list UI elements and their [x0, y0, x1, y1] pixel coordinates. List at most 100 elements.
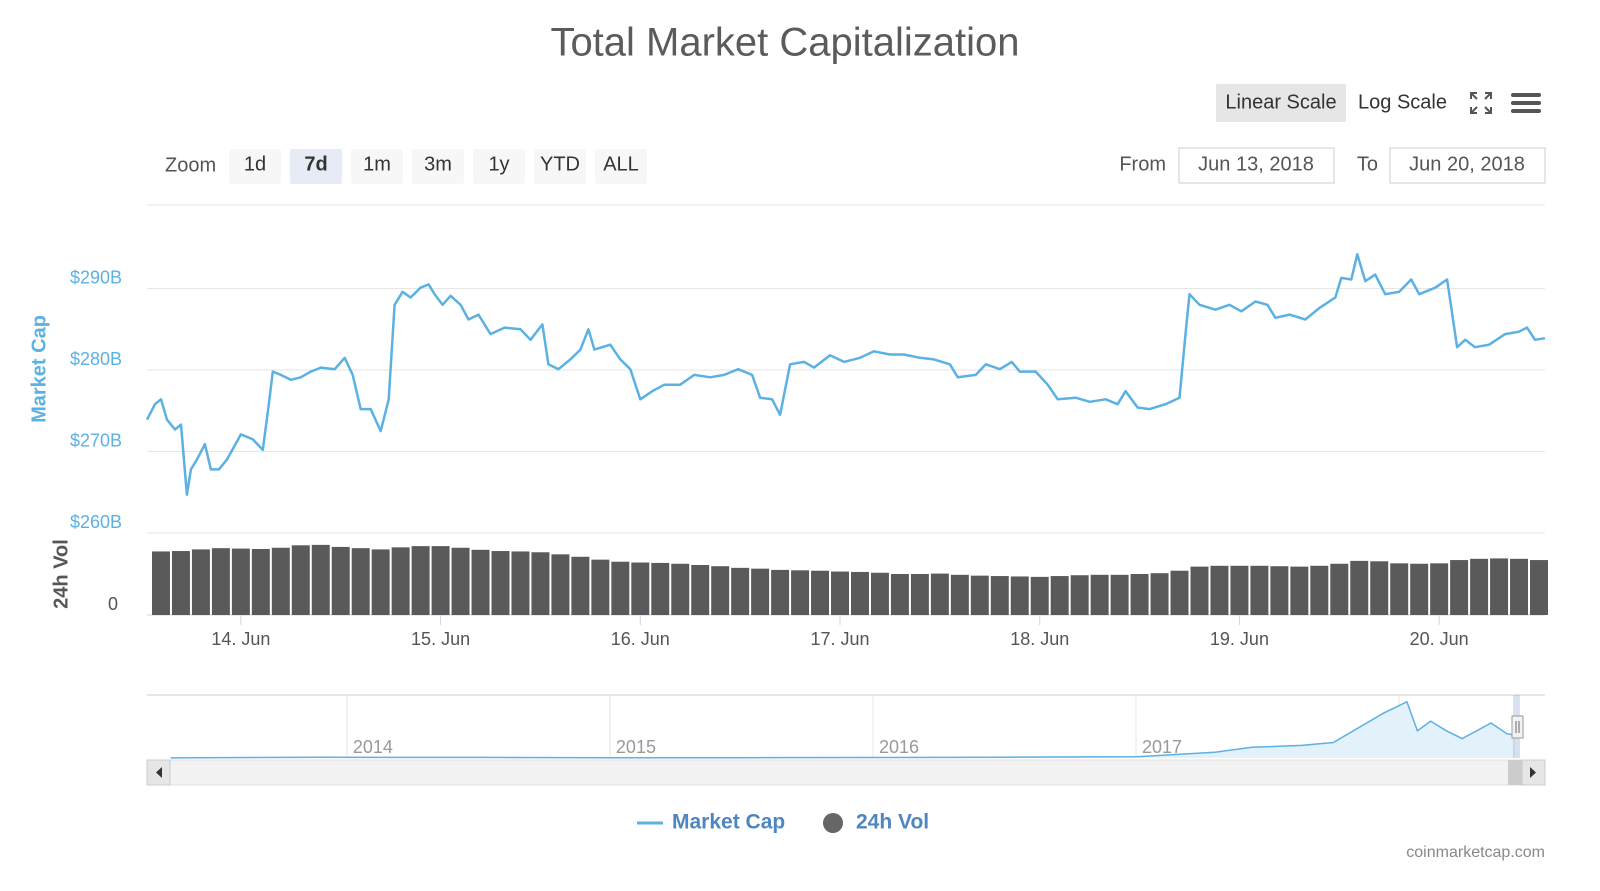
volume-bar	[211, 548, 230, 615]
volume-bar	[811, 570, 830, 615]
scrollbar-thumb[interactable]	[1508, 760, 1522, 785]
volume-bar	[751, 568, 770, 615]
volume-bar	[1330, 563, 1349, 615]
volume-bar	[551, 554, 570, 615]
scale-button[interactable]	[1350, 84, 1455, 122]
zoom-button[interactable]	[534, 149, 586, 184]
volume-bar	[451, 547, 470, 615]
volume-bar	[151, 551, 170, 615]
volume-bar	[351, 548, 370, 615]
arrow-icon	[1530, 767, 1536, 778]
volume-bar	[1450, 560, 1469, 615]
volume-bar	[850, 571, 869, 615]
zoom-button[interactable]	[412, 149, 464, 184]
zoom-button[interactable]	[290, 149, 342, 184]
volume-bar	[391, 547, 410, 615]
navigator-tick-label: 2017	[1142, 737, 1182, 757]
zoom-button-label: 7d	[304, 153, 327, 175]
zoom-button[interactable]	[473, 149, 525, 184]
chart-title: Total Market Capitalization	[550, 21, 1019, 65]
volume-bar	[471, 549, 490, 615]
fullscreen-button[interactable]	[1470, 92, 1492, 114]
volume-bar	[1390, 563, 1409, 615]
volume-bar	[1170, 570, 1189, 615]
volume-bar	[291, 545, 310, 615]
x-tick-label: 18. Jun	[1010, 629, 1069, 649]
volume-bar	[431, 546, 450, 615]
scale-button-label: Log Scale	[1358, 91, 1447, 113]
zoom-button-label: YTD	[540, 153, 580, 175]
volume-bar	[1310, 565, 1329, 615]
volume-bar	[1090, 574, 1109, 615]
legend-label[interactable]: 24h Vol	[856, 811, 929, 834]
zoom-button-label: ALL	[603, 153, 639, 175]
volume-bar	[1490, 558, 1509, 615]
legend-label[interactable]: Market Cap	[672, 811, 785, 834]
navigator-tick-label: 2016	[879, 737, 919, 757]
from-input[interactable]	[1178, 147, 1335, 184]
volume-bar	[271, 547, 290, 615]
zoom-label: Zoom	[165, 154, 216, 176]
zoom-button-label: 1m	[363, 153, 391, 175]
volume-bar	[771, 569, 790, 615]
volume-bar	[231, 548, 250, 615]
volume-bar	[711, 566, 730, 615]
volume-bar	[990, 576, 1009, 615]
volume-bar	[511, 551, 530, 615]
zoom-button[interactable]	[229, 149, 281, 184]
volume-bar	[611, 561, 630, 615]
menu-button[interactable]	[1511, 93, 1541, 113]
volume-bar	[1270, 566, 1289, 615]
zoom-button[interactable]	[351, 149, 403, 184]
volume-bar	[731, 567, 750, 615]
volume-bar	[970, 575, 989, 615]
y-tick-label: $270B	[70, 430, 122, 450]
y-tick-label: $290B	[70, 267, 122, 287]
volume-bar	[331, 546, 350, 615]
volume-bar	[531, 552, 550, 615]
volume-bar	[910, 574, 929, 615]
volume-bar	[571, 556, 590, 615]
volume-bar	[311, 544, 330, 615]
navigator-area	[170, 701, 1515, 758]
volume-bar	[1290, 566, 1309, 615]
x-tick-label: 17. Jun	[810, 629, 869, 649]
y-tick-label: $260B	[70, 512, 122, 532]
volume-bar	[1530, 560, 1548, 615]
zoom-button[interactable]	[595, 149, 647, 184]
arrow-icon	[156, 767, 162, 778]
volume-bar	[1050, 576, 1069, 615]
y2-axis-title: 24h Vol	[50, 539, 72, 609]
from-value: Jun 13, 2018	[1198, 153, 1314, 175]
volume-bar	[1070, 575, 1089, 615]
volume-bar	[1470, 558, 1489, 615]
volume-bar	[1370, 561, 1389, 615]
volume-bar	[591, 559, 610, 615]
zoom-button-label: 3m	[424, 153, 452, 175]
volume-bar	[1130, 574, 1149, 615]
volume-bar	[1230, 565, 1249, 615]
scale-button[interactable]	[1216, 84, 1346, 122]
volume-bar	[651, 562, 670, 615]
legend-swatch	[823, 813, 843, 833]
y2-tick-label: 0	[108, 594, 118, 614]
volume-bar	[791, 570, 810, 615]
volume-bar	[1190, 566, 1209, 615]
navigator-tick-label: 2015	[616, 737, 656, 757]
volume-bar	[1150, 573, 1169, 615]
navigator-handle[interactable]	[1511, 715, 1524, 739]
navigator-tick-label: 2014	[353, 737, 393, 757]
credits[interactable]: coinmarketcap.com	[1406, 844, 1545, 861]
volume-bar	[671, 563, 690, 615]
to-input[interactable]	[1389, 147, 1546, 184]
x-tick-label: 15. Jun	[411, 629, 470, 649]
volume-bar	[251, 548, 270, 615]
to-label: To	[1357, 153, 1378, 175]
volume-bar	[890, 574, 909, 615]
zoom-button-label: 1y	[488, 153, 509, 175]
volume-bar	[870, 572, 889, 615]
volume-bar	[831, 571, 849, 615]
volume-bar	[631, 562, 650, 615]
scrollbar-track[interactable]	[146, 759, 1546, 786]
